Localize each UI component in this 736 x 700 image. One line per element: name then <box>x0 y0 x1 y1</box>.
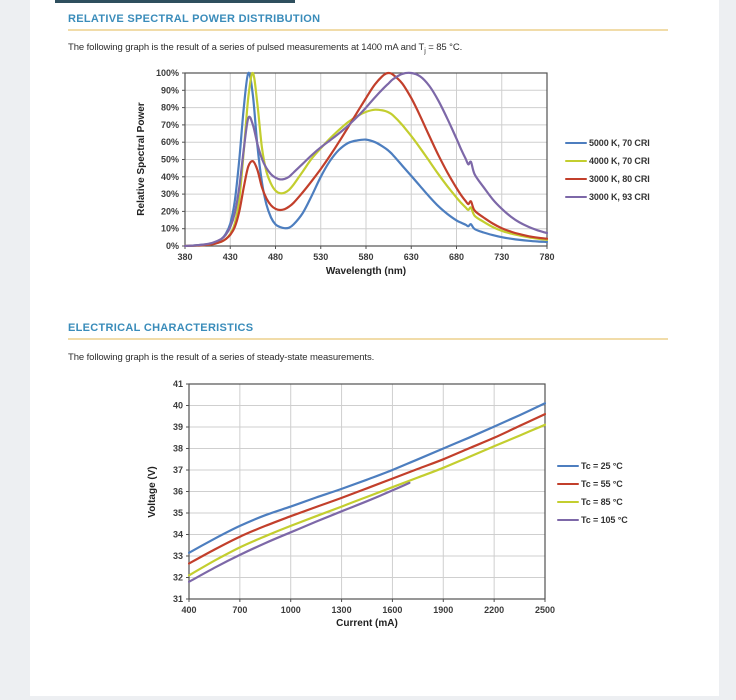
series-line <box>184 71 548 247</box>
document-page: RELATIVE SPECTRAL POWER DISTRIBUTION The… <box>30 0 719 696</box>
y-tick-label: 90% <box>161 85 179 95</box>
series-line <box>188 423 546 577</box>
x-tick-label: 780 <box>539 252 554 262</box>
series-line <box>184 71 548 247</box>
legend-label: 3000 K, 93 CRI <box>589 192 650 202</box>
x-tick-label: 1000 <box>281 605 301 615</box>
x-tick-label: 400 <box>181 605 196 615</box>
legend-item: 3000 K, 80 CRI <box>565 170 650 188</box>
legend-line-swatch <box>557 518 579 522</box>
previous-section-edge <box>55 0 295 3</box>
spectral-power-distribution-chart: 0% 10% 20% 30% 40% 50% 60% 70% 80% 90% 100% 380 430 4… <box>136 68 555 277</box>
y-tick-label: 41 <box>173 379 183 389</box>
y-tick-label: 37 <box>173 465 183 475</box>
x-tick-label: 380 <box>177 252 192 262</box>
x-tick-label: 2200 <box>484 605 504 615</box>
y-tick-label: 35 <box>173 508 183 518</box>
section-divider <box>68 338 668 340</box>
y-tick-label: 10% <box>161 224 179 234</box>
y-tick-label: 60% <box>161 137 179 147</box>
y-tick-label: 32 <box>173 573 183 583</box>
x-tick-label: 480 <box>268 252 283 262</box>
series-line <box>188 413 546 565</box>
section-divider <box>68 29 668 31</box>
legend-label: 4000 K, 70 CRI <box>589 156 650 166</box>
legend-item: Tc = 85 °C <box>557 493 628 511</box>
series-line <box>188 481 411 583</box>
legend-line-swatch <box>557 482 579 486</box>
legend-line-swatch <box>557 464 579 468</box>
y-axis-title: Relative Spectral Power <box>136 102 147 215</box>
y-tick-label: 36 <box>173 487 183 497</box>
legend-line-swatch <box>565 177 587 181</box>
legend-item: 5000 K, 70 CRI <box>565 134 650 152</box>
plot-border <box>184 72 548 247</box>
legend-line-swatch <box>565 159 587 163</box>
plot-border <box>188 383 546 600</box>
legend-line-swatch <box>565 141 587 145</box>
legend-label: Tc = 25 °C <box>581 461 623 471</box>
x-axis-title: Wavelength (nm) <box>326 266 406 277</box>
legend-label: Tc = 85 °C <box>581 497 623 507</box>
section-heading-electrical: ELECTRICAL CHARACTERISTICS <box>68 322 254 334</box>
spectral-chart-legend: 5000 K, 70 CRI 4000 K, 70 CRI 3000 K, 80 C… <box>565 134 650 206</box>
description-text: The following graph is the result of a s… <box>68 42 425 53</box>
description-subscript: j <box>424 47 426 55</box>
legend-item: 4000 K, 70 CRI <box>565 152 650 170</box>
legend-item: Tc = 105 °C <box>557 511 628 529</box>
y-axis-title: Voltage (V) <box>147 466 158 517</box>
y-tick-label: 40% <box>161 172 179 182</box>
x-tick-label: 680 <box>449 252 464 262</box>
y-tick-label: 31 <box>173 594 183 604</box>
x-axis-title: Current (mA) <box>336 618 398 629</box>
y-tick-label: 100% <box>156 68 179 78</box>
x-tick-label: 2500 <box>535 605 555 615</box>
legend-item: Tc = 55 °C <box>557 475 628 493</box>
x-tick-label: 700 <box>232 605 247 615</box>
legend-label: 3000 K, 80 CRI <box>589 174 650 184</box>
series-line <box>188 402 546 554</box>
y-tick-label: 34 <box>173 530 183 540</box>
x-tick-label: 1600 <box>382 605 402 615</box>
y-tick-label: 0% <box>166 241 179 251</box>
description-text: The following graph is the result of a s… <box>68 352 375 363</box>
y-tick-label: 70% <box>161 120 179 130</box>
y-tick-label: 33 <box>173 551 183 561</box>
y-tick-label: 30% <box>161 189 179 199</box>
x-tick-label: 1900 <box>433 605 453 615</box>
y-tick-label: 50% <box>161 155 179 165</box>
description-text-suffix: = 85 °C. <box>425 42 463 53</box>
legend-item: Tc = 25 °C <box>557 457 628 475</box>
legend-label: Tc = 105 °C <box>581 515 628 525</box>
section-description-spectral: The following graph is the result of a s… <box>68 42 462 58</box>
y-tick-label: 40 <box>173 401 183 411</box>
x-tick-label: 430 <box>223 252 238 262</box>
legend-line-swatch <box>565 195 587 199</box>
legend-label: 5000 K, 70 CRI <box>589 138 650 148</box>
electrical-chart-legend: Tc = 25 °C Tc = 55 °C Tc = 85 °C Tc = 105 °… <box>557 457 628 529</box>
legend-line-swatch <box>557 500 579 504</box>
x-tick-label: 730 <box>494 252 509 262</box>
y-tick-label: 80% <box>161 103 179 113</box>
y-tick-label: 38 <box>173 444 183 454</box>
x-tick-label: 580 <box>358 252 373 262</box>
y-tick-label: 39 <box>173 422 183 432</box>
series-line <box>184 71 548 247</box>
legend-label: Tc = 55 °C <box>581 479 623 489</box>
section-heading-spectral-power: RELATIVE SPECTRAL POWER DISTRIBUTION <box>68 13 321 25</box>
y-tick-label: 20% <box>161 206 179 216</box>
electrical-characteristics-chart: 31 32 33 34 35 36 37 38 39 40 41 400 700 1000 1300 1600… <box>147 379 555 629</box>
x-tick-label: 630 <box>404 252 419 262</box>
legend-item: 3000 K, 93 CRI <box>565 188 650 206</box>
x-tick-label: 530 <box>313 252 328 262</box>
section-description-electrical: The following graph is the result of a s… <box>68 352 374 368</box>
x-tick-label: 1300 <box>332 605 352 615</box>
